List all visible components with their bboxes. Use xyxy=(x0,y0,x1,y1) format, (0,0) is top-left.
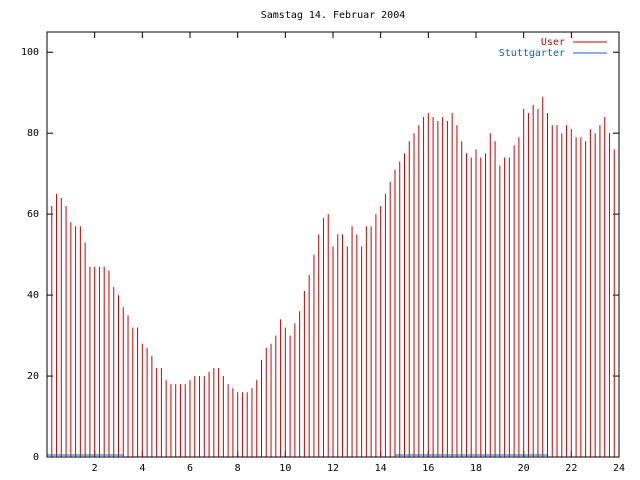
x-tick-label: 2 xyxy=(92,463,98,474)
y-tick-label: 80 xyxy=(27,128,39,139)
x-tick-label: 22 xyxy=(565,463,577,474)
x-tick-label: 24 xyxy=(613,463,625,474)
x-tick-label: 8 xyxy=(235,463,241,474)
plot-border xyxy=(46,31,620,458)
x-tick-label: 16 xyxy=(422,463,434,474)
x-tick-label: 6 xyxy=(187,463,193,474)
legend-label: Stuttgarter xyxy=(499,48,565,59)
x-tick-label: 12 xyxy=(327,463,339,474)
x-tick-label: 10 xyxy=(279,463,291,474)
y-tick-label: 100 xyxy=(21,47,39,58)
chart-title: Samstag 14. Februar 2004 xyxy=(261,10,406,21)
y-tick-label: 40 xyxy=(27,290,39,301)
x-tick-label: 18 xyxy=(470,463,482,474)
x-tick-label: 20 xyxy=(518,463,530,474)
x-tick-label: 4 xyxy=(139,463,145,474)
y-tick-label: 60 xyxy=(27,209,39,220)
legend-label: User xyxy=(541,37,565,48)
y-tick-label: 20 xyxy=(27,371,39,382)
x-tick-label: 14 xyxy=(375,463,387,474)
y-tick-label: 0 xyxy=(33,452,39,463)
